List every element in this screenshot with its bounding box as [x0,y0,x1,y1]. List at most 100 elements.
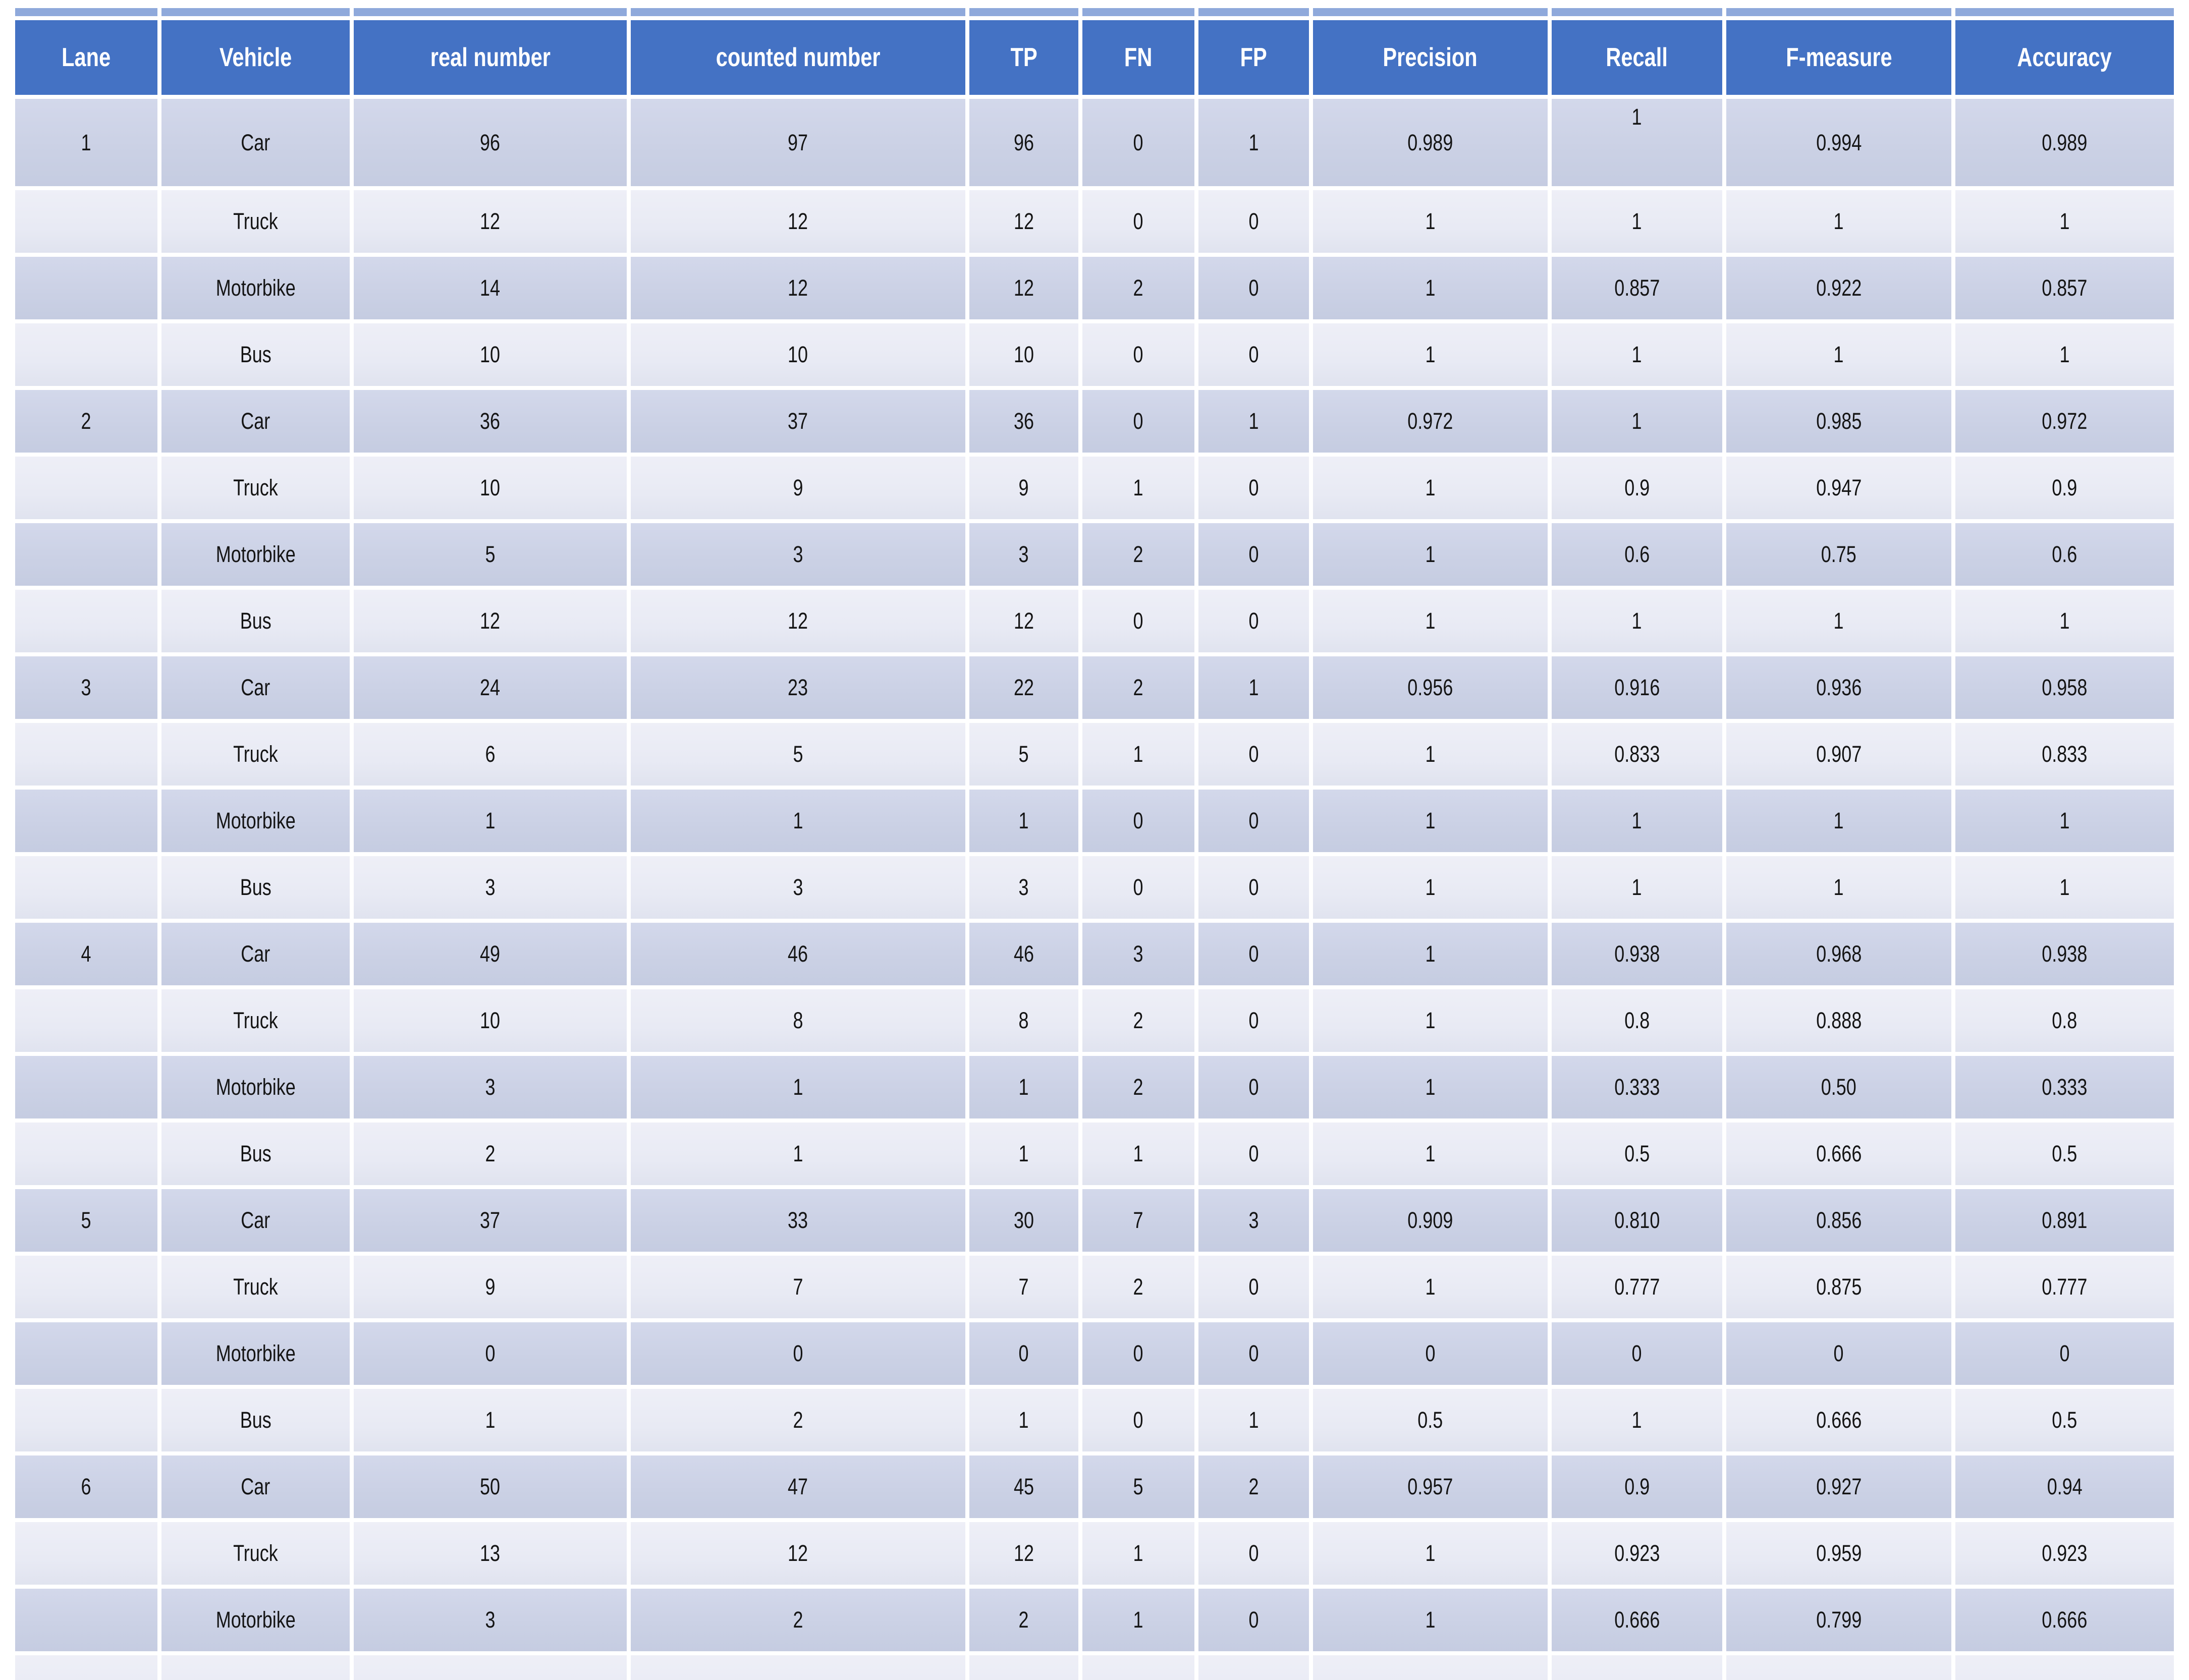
cell-value: 1 [1425,1141,1436,1166]
cell-value: 97 [788,129,808,155]
cell-value: 12 [788,275,808,301]
cell-value: 3 [485,1074,496,1100]
cell-value: Car [241,675,270,700]
table-row: Bus 1 2 1 0 1 0.5 1 0.666 0.5 [15,1389,2174,1451]
cell-value: Truck [233,741,278,767]
table-row: Bus 12 12 12 0 0 1 1 1 1 [15,590,2174,652]
cell-value: 1 [1425,1540,1436,1566]
cell-lane [15,257,157,319]
cell-fmeasure: 1 [1726,323,1951,386]
cell-tp: 0 [969,1322,1078,1385]
cell-value: 0 [1133,608,1144,634]
cell-value: 0.9 [1624,475,1650,500]
cell-vehicle: Motorbike [161,1056,350,1118]
cell-recall: 1 [1552,1655,1722,1680]
cell-fn: 0 [1082,590,1194,652]
cell-counted: 2 [631,1389,965,1451]
cell-fp: 1 [1198,1655,1309,1680]
table-header: Lane Vehicle real number counted number TP FN… [15,8,2174,95]
table-row: Truck 6 5 5 1 0 1 0.833 0.907 0.833 [15,723,2174,786]
cell-tp: 7 [969,1256,1078,1318]
cell-value: Car [241,1207,270,1233]
cell-value: 0.666 [1407,1677,1453,1680]
cell-value: 10 [1013,342,1034,367]
column-header-tp: TP [969,20,1078,95]
cell-value: 0.989 [1407,129,1453,155]
cell-value: 0 [1133,208,1144,234]
cell-value: 2 [1133,675,1144,700]
cell-value: Motorbike [215,275,296,301]
cell-value: 3 [1018,541,1029,567]
cell-value: 0 [1248,941,1259,967]
cell-recall: 1 [1552,99,1722,186]
cell-vehicle: Car [161,99,350,186]
cell-fmeasure: 0.875 [1726,1256,1951,1318]
cell-vehicle: Motorbike [161,257,350,319]
cell-fn: 2 [1082,1256,1194,1318]
cell-value: Car [241,408,270,434]
cell-fn: 3 [1082,923,1194,985]
cell-tp: 1 [969,1389,1078,1451]
cell-fp: 0 [1198,989,1309,1052]
cell-value: 2 [1133,1074,1144,1100]
cell-value: 0.956 [1407,675,1453,700]
cell-fmeasure: 1 [1726,190,1951,253]
cell-value: 47 [788,1474,808,1499]
cell-value: 2 [1133,541,1144,567]
cell-accuracy: 0.8 [1955,989,2174,1052]
cell-value: 0 [1248,1007,1259,1033]
cell-counted: 97 [631,99,965,186]
vehicle-counting-results-table: Lane Vehicle real number counted number TP FN… [11,4,2178,1680]
cell-accuracy: 0.333 [1955,1056,2174,1118]
cell-precision: 1 [1313,523,1548,586]
cell-value: 5 [485,541,496,567]
cell-fn: 1 [1082,1522,1194,1585]
cell-value: 7 [1133,1207,1144,1233]
cell-value: 0 [1248,1540,1259,1566]
cell-value: 3 [1133,941,1144,967]
cell-value: Truck [233,208,278,234]
cell-value: 1 [1425,1007,1436,1033]
cell-vehicle: Truck [161,1522,350,1585]
cell-precision: 0.956 [1313,656,1548,719]
cell-recall: 1 [1552,790,1722,852]
cell-recall: 1 [1552,323,1722,386]
cell-value: 10 [480,475,501,500]
cell-fn: 0 [1082,190,1194,253]
cell-value: Bus [240,1407,271,1433]
cell-accuracy: 0 [1955,1322,2174,1385]
cell-value: 1 [1631,104,1643,130]
cell-value: 3 [1248,1207,1259,1233]
cell-value: 0.5 [2052,1407,2077,1433]
cell-accuracy: 1 [1955,790,2174,852]
cell-fp: 1 [1198,1389,1309,1451]
cell-recall: 0.833 [1552,723,1722,786]
cell-value: 5 [1018,741,1029,767]
cell-counted: 1 [631,1056,965,1118]
header-row: Lane Vehicle real number counted number TP FN… [15,20,2174,95]
cell-fp: 0 [1198,1123,1309,1185]
cell-value: 0.957 [1407,1474,1453,1499]
cell-fmeasure: 0.799 [1726,1589,1951,1651]
cell-value: 12 [788,608,808,634]
cell-value: 36 [480,408,501,434]
cell-value: 1 [1631,874,1643,900]
cell-real: 14 [354,257,627,319]
cell-value: 22 [1013,675,1034,700]
header-accent-tp [969,8,1078,16]
cell-value: 1 [1833,208,1844,234]
cell-real: 50 [354,1455,627,1518]
cell-value: 46 [1013,941,1034,967]
cell-tp: 1 [969,1056,1078,1118]
table-row: Motorbike 5 3 3 2 0 1 0.6 0.75 0.6 [15,523,2174,586]
column-header-label: Precision [1383,43,1478,72]
cell-vehicle: Bus [161,856,350,919]
cell-real: 0 [354,1322,627,1385]
cell-value: 0.916 [1614,675,1660,700]
cell-value: 0.5 [2052,1141,2077,1166]
cell-value: 0.777 [2042,1274,2088,1300]
cell-accuracy: 0.938 [1955,923,2174,985]
cell-precision: 1 [1313,989,1548,1052]
cell-recall: 1 [1552,190,1722,253]
cell-value: Bus [240,1677,271,1680]
